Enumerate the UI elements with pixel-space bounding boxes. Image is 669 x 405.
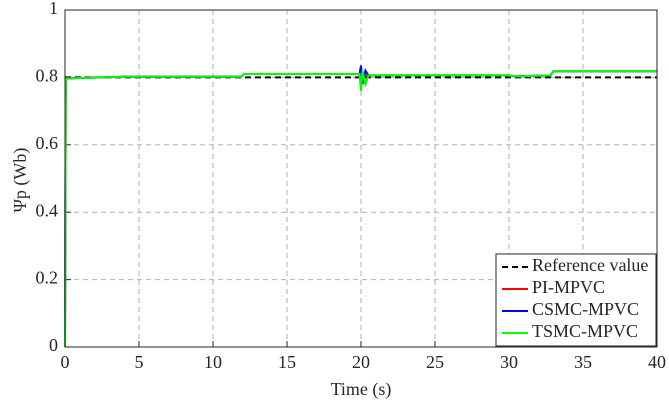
- plot-frame: [64, 9, 658, 348]
- y-tick-label: 0.2: [36, 268, 59, 288]
- x-tick-label: 25: [426, 352, 444, 372]
- y-tick-label: 0: [49, 335, 58, 355]
- legend-label: TSMC-MPVC: [532, 321, 638, 341]
- x-tick-label: 10: [204, 352, 222, 372]
- x-tick-label: 0: [61, 352, 70, 372]
- x-tick-label: 15: [278, 352, 296, 372]
- x-tick-label: 35: [574, 352, 592, 372]
- y-tick-label: 0.4: [36, 200, 59, 220]
- series-line: [64, 70, 657, 348]
- legend-label: CSMC-MPVC: [532, 299, 639, 319]
- x-tick-label: 20: [352, 352, 370, 372]
- x-tick-label: 5: [135, 352, 144, 372]
- x-tick-label: 30: [500, 352, 518, 372]
- x-tick-label: 40: [648, 352, 666, 372]
- legend-label: PI-MPVC: [532, 277, 605, 297]
- y-tick-label: 0.8: [36, 66, 59, 86]
- legend-box: [495, 253, 657, 347]
- y-tick-label: 1: [49, 0, 58, 18]
- legend-label: Reference value: [532, 255, 648, 275]
- x-axis-label: Time (s): [331, 379, 392, 400]
- y-tick-label: 0.6: [36, 133, 59, 153]
- y-axis-label: Ψp (Wb): [10, 148, 31, 213]
